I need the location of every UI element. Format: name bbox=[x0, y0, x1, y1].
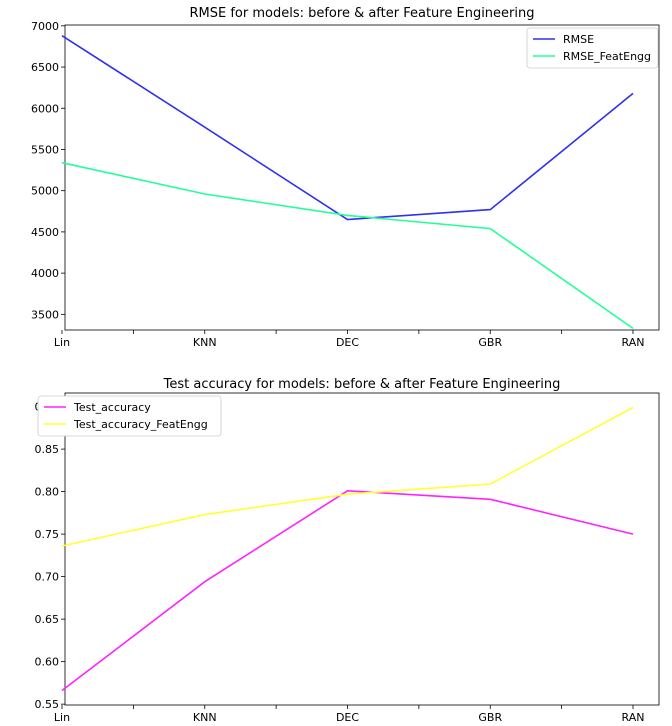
legend-box bbox=[526, 27, 659, 69]
rmse-chart: RMSE for models: before & after Feature … bbox=[31, 6, 660, 349]
x-tick-label: DEC bbox=[336, 711, 359, 724]
legend: RMSE RMSE_FeatEngg bbox=[526, 27, 659, 69]
chart-title: Test accuracy for models: before & after… bbox=[163, 377, 561, 392]
y-tick-label: 3500 bbox=[31, 308, 59, 321]
series-line-rmse bbox=[61, 35, 634, 221]
x-tick-label: KNN bbox=[193, 711, 217, 724]
legend-box bbox=[37, 395, 222, 437]
y-tick-label: 0.60 bbox=[35, 656, 60, 669]
x-tick-label: DEC bbox=[336, 336, 359, 349]
y-tick-label: 0.70 bbox=[35, 571, 60, 584]
legend-label: RMSE_FeatEngg bbox=[563, 50, 651, 63]
y-tick-label: 7000 bbox=[31, 20, 59, 33]
y-tick-label: 5000 bbox=[31, 185, 59, 198]
plot-frame bbox=[64, 24, 660, 331]
y-tick-label: 5500 bbox=[31, 143, 59, 156]
x-tick-label: RAN bbox=[622, 336, 645, 349]
y-tick-label: 0.75 bbox=[35, 528, 60, 541]
x-tick-label: KNN bbox=[193, 336, 217, 349]
y-tick-label: 4000 bbox=[31, 267, 59, 280]
legend-label: Test_accuracy bbox=[73, 401, 151, 414]
legend: Test_accuracy Test_accuracy_FeatEngg bbox=[37, 395, 222, 437]
y-tick-label: 6000 bbox=[31, 102, 59, 115]
y-tick-label: 0.65 bbox=[35, 613, 60, 626]
y-tick-label: 4500 bbox=[31, 226, 59, 239]
series-line-rmse-featengg bbox=[61, 161, 634, 330]
legend-label: Test_accuracy_FeatEngg bbox=[73, 418, 208, 431]
series-line-test-accuracy bbox=[61, 489, 634, 692]
series-line-test-accuracy-featengg bbox=[61, 406, 634, 547]
plot-frame bbox=[64, 392, 660, 706]
legend-label: RMSE bbox=[563, 33, 594, 46]
accuracy-chart: Test accuracy for models: before & after… bbox=[35, 377, 660, 724]
x-tick-label: GBR bbox=[478, 336, 502, 349]
y-tick-label: 6500 bbox=[31, 61, 59, 74]
chart-title: RMSE for models: before & after Feature … bbox=[189, 6, 534, 21]
y-tick-label: 0.85 bbox=[35, 443, 60, 456]
x-tick-label: RAN bbox=[622, 711, 645, 724]
y-tick-label: 0.80 bbox=[35, 486, 60, 499]
x-tick-label: GBR bbox=[478, 711, 502, 724]
x-tick-label: Lin bbox=[54, 336, 70, 349]
x-tick-label: Lin bbox=[54, 711, 70, 724]
y-tick-label: 0.55 bbox=[35, 698, 60, 711]
